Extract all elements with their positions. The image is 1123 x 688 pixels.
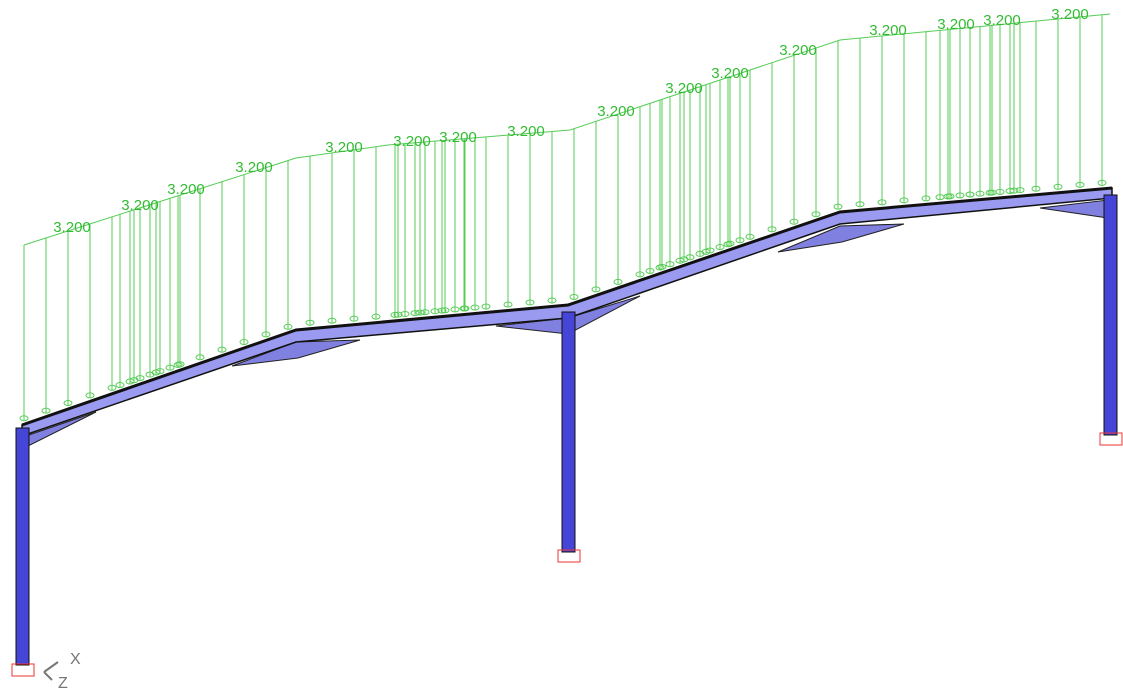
column: [562, 312, 575, 552]
axis-icon: [44, 662, 58, 680]
load-label: 3.200: [711, 65, 749, 82]
model-view: 3.200 3.200 3.200 3.200 3.200 3.200 3.200 3.200…: [0, 0, 1123, 688]
axis-label: X: [70, 651, 81, 668]
load-label: 3.200: [983, 12, 1021, 29]
load-label: 3.200: [167, 181, 205, 198]
support: [12, 664, 34, 676]
load-label: 3.200: [597, 103, 635, 120]
column: [16, 428, 29, 665]
load-label: 3.200: [869, 22, 907, 39]
load-label: 3.200: [665, 80, 703, 97]
load-labels: 3.200 3.200 3.200 3.200 3.200 3.200 3.200 3.200…: [53, 6, 1089, 236]
load-label: 3.200: [439, 129, 477, 146]
load-label: 3.200: [937, 16, 975, 33]
column: [1104, 195, 1117, 435]
load-label: 3.200: [393, 133, 431, 150]
load-label: 3.200: [1051, 6, 1089, 23]
load-label: 3.200: [53, 219, 91, 236]
load-label: 3.200: [507, 123, 545, 140]
load-label: 3.200: [121, 197, 159, 214]
load-label: 3.200: [779, 42, 817, 59]
axis-label: Z: [58, 675, 68, 688]
load-label: 3.200: [325, 139, 363, 156]
load-label: 3.200: [235, 159, 273, 176]
